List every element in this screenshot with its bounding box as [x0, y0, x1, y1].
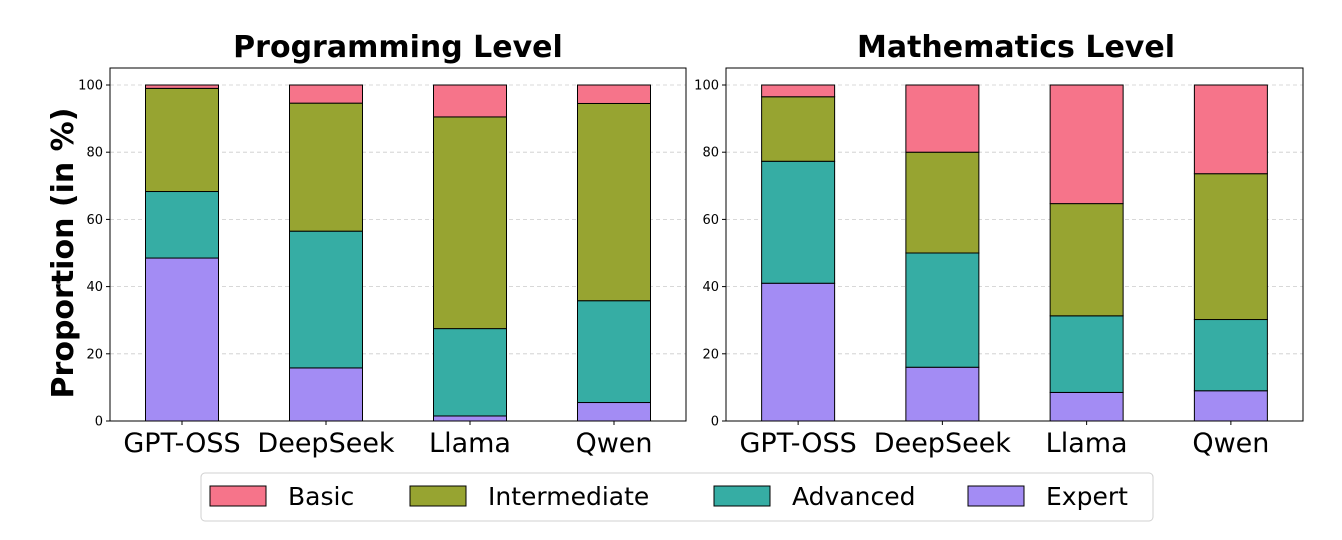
y-tick-label: 40	[86, 280, 103, 295]
panel-title: Mathematics Level	[857, 30, 1175, 65]
bar-basic-gpt-oss	[145, 84, 219, 89]
y-tick-label: 60	[702, 213, 719, 228]
bar-basic-qwen	[1193, 84, 1268, 175]
legend-swatch-advanced	[713, 485, 771, 507]
y-tick-label: 0	[711, 415, 719, 430]
x-tick-label: GPT-OSS	[740, 428, 857, 459]
bar-intermediate-deepseek	[905, 151, 980, 254]
x-tick-label: DeepSeek	[874, 428, 1012, 459]
y-tick-label: 60	[86, 213, 103, 228]
legend-label-basic: Basic	[288, 482, 354, 511]
x-tick-label: DeepSeek	[257, 428, 395, 459]
bar-intermediate-llama	[1049, 203, 1124, 317]
bar-advanced-deepseek	[905, 252, 980, 368]
legend-label-advanced: Advanced	[792, 482, 916, 511]
bar-intermediate-qwen	[577, 102, 651, 302]
legend-frame	[200, 472, 1154, 522]
bar-basic-gpt-oss	[761, 84, 836, 98]
bar-intermediate-deepseek	[289, 102, 363, 232]
bar-advanced-gpt-oss	[761, 160, 836, 284]
y-tick-label: 80	[702, 146, 719, 161]
bar-expert-deepseek	[289, 367, 363, 422]
mathematics-level-panel: Mathematics Level 0 20 40 60 80 100 GPT-OSS Dee…	[694, 30, 1304, 459]
y-tick-label: 40	[702, 280, 719, 295]
bar-expert-gpt-oss	[145, 257, 219, 422]
bar-basic-llama	[1049, 84, 1124, 205]
y-tick-label: 20	[86, 347, 103, 362]
bar-basic-llama	[433, 84, 507, 118]
y-tick-label: 20	[702, 347, 719, 362]
bar-expert-qwen	[577, 402, 651, 422]
legend-swatch-intermediate	[409, 485, 467, 507]
bar-basic-deepseek	[905, 84, 980, 153]
bar-advanced-qwen	[577, 300, 651, 404]
panel-title: Programming Level	[233, 30, 563, 65]
y-tick-label: 100	[694, 79, 719, 94]
bar-expert-qwen	[1193, 390, 1268, 422]
y-tick-label: 100	[78, 79, 103, 94]
x-tick-label: Llama	[429, 428, 511, 459]
y-tick-label: 80	[86, 146, 103, 161]
bar-advanced-gpt-oss	[145, 191, 219, 259]
bar-expert-gpt-oss	[761, 282, 836, 422]
bar-expert-llama	[433, 415, 507, 422]
bar-advanced-llama	[1049, 315, 1124, 393]
x-tick-label: GPT-OSS	[123, 428, 240, 459]
y-axis-label: Proportion (in %)	[46, 108, 81, 399]
bar-intermediate-qwen	[1193, 173, 1268, 321]
bar-basic-qwen	[577, 84, 651, 104]
legend-swatch-expert	[967, 485, 1025, 507]
legend: Basic Intermediate Advanced Expert	[200, 472, 1154, 522]
bar-advanced-qwen	[1193, 319, 1268, 392]
bar-intermediate-gpt-oss	[145, 87, 219, 193]
bar-expert-llama	[1049, 391, 1124, 422]
x-tick-label: Llama	[1046, 428, 1128, 459]
legend-label-intermediate: Intermediate	[488, 482, 649, 511]
legend-swatch-basic	[209, 485, 267, 507]
bar-advanced-llama	[433, 328, 507, 417]
x-tick-label: Qwen	[575, 428, 652, 459]
bar-advanced-deepseek	[289, 230, 363, 369]
bar-expert-deepseek	[905, 366, 980, 422]
axes-frame	[109, 67, 687, 422]
bar-intermediate-gpt-oss	[761, 96, 836, 162]
programming-level-panel: Programming Level 0 20 40 60 80 100 GPT-OSS Dee…	[78, 30, 687, 459]
y-tick-label: 0	[95, 415, 103, 430]
bar-basic-deepseek	[289, 84, 363, 104]
legend-label-expert: Expert	[1046, 482, 1128, 511]
axes-frame	[725, 67, 1304, 422]
bar-intermediate-llama	[433, 116, 507, 330]
x-tick-label: Qwen	[1192, 428, 1269, 459]
